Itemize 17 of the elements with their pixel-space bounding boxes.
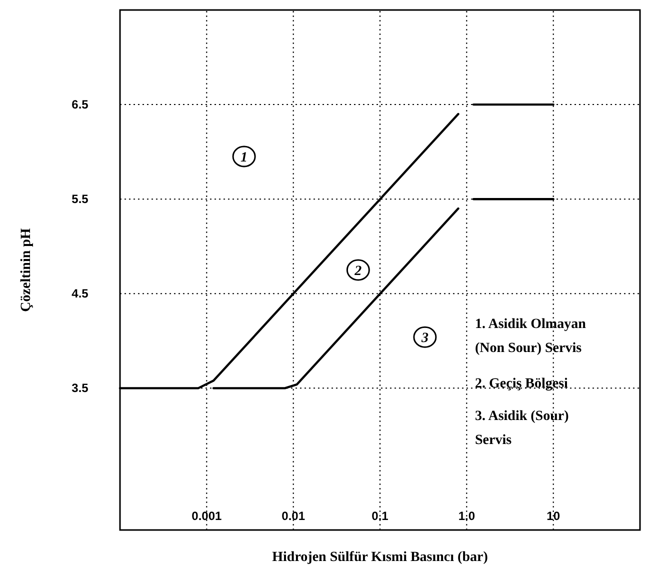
x-tick-label: 0.001 <box>192 509 222 523</box>
x-tick-label: 0.1 <box>372 509 389 523</box>
annotation: 3. Asidik (Sour) Servis <box>475 408 570 448</box>
x-tick-label: 10 <box>546 509 560 523</box>
y-axis-title: Çözeltinin pH <box>19 228 34 312</box>
annotation: 3 <box>420 331 428 346</box>
x-tick-label: 1.0 <box>458 509 476 523</box>
x-axis-title: Hidrojen Sülfür Kısmi Basıncı (bar) <box>272 550 488 565</box>
y-tick-label: 4.5 <box>72 286 89 301</box>
x-tick-label: 0.01 <box>282 509 306 523</box>
annotation: 1 <box>240 150 248 166</box>
y-tick-label: 5.5 <box>72 192 89 206</box>
y-tick-label: 6.5 <box>72 98 89 112</box>
annotation: 1. Asidik Olmayan (Non Sour) Servis <box>475 317 586 356</box>
annotation: 2 <box>354 264 362 279</box>
y-tick-label: 3.5 <box>72 381 89 396</box>
annotation: 2. Geçiş Bölgesi <box>475 376 568 392</box>
